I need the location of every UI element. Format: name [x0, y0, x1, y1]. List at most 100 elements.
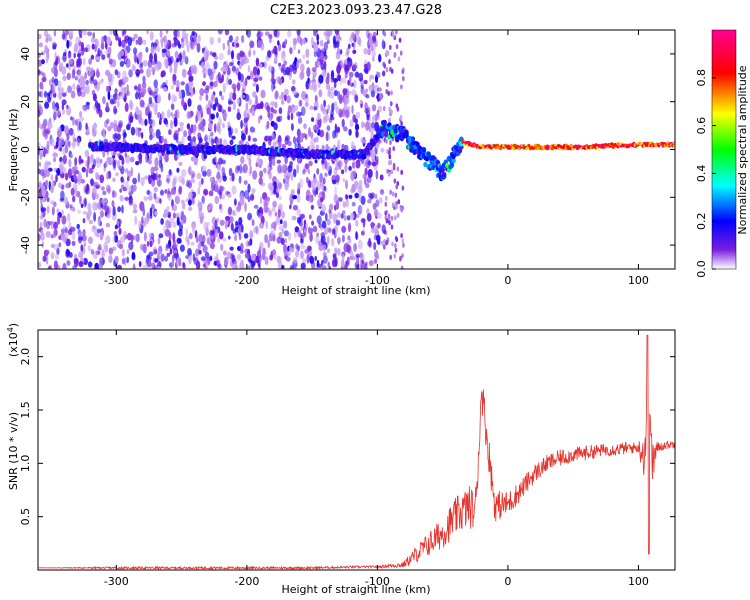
heatmap-cell — [309, 232, 313, 242]
heatmap-cell — [70, 153, 73, 159]
heatmap-cell — [61, 215, 67, 225]
heatmap-cell — [188, 75, 194, 82]
heatmap-cell — [264, 234, 268, 244]
heatmap-cell — [126, 256, 130, 264]
heatmap-cell — [218, 117, 222, 126]
heatmap-cell — [279, 257, 282, 265]
heatmap-cell — [52, 100, 56, 110]
heatmap-cell — [390, 109, 393, 115]
heatmap-cell — [149, 127, 154, 133]
heatmap-cell — [352, 114, 357, 123]
heatmap-cell — [400, 265, 404, 269]
heatmap-cell — [128, 69, 133, 78]
heatmap-cell — [244, 190, 250, 200]
heatmap-cell — [317, 60, 321, 68]
heatmap-cell — [297, 116, 303, 124]
heatmap-cell — [247, 135, 251, 142]
heatmap-cell — [97, 218, 101, 226]
heatmap-cell — [270, 230, 275, 237]
heatmap-cell — [141, 216, 144, 224]
heatmap-cell — [168, 194, 172, 201]
heatmap-cell — [191, 31, 196, 36]
heatmap-cell — [290, 112, 294, 121]
heatmap-cell — [101, 249, 105, 259]
heatmap-cell — [365, 94, 370, 99]
heatmap-cell — [337, 236, 341, 245]
heatmap-cell — [400, 121, 403, 127]
heatmap-cell — [268, 182, 273, 191]
heatmap-cell — [440, 167, 445, 173]
heatmap-cell — [349, 35, 353, 43]
heatmap-cell — [310, 131, 314, 140]
heatmap-cell — [125, 58, 131, 69]
heatmap-cell — [329, 30, 333, 35]
heatmap-cell — [38, 233, 41, 242]
heatmap-cell — [283, 60, 288, 66]
heatmap-cell — [92, 201, 98, 211]
heatmap-cell — [351, 104, 354, 115]
heatmap-cell — [53, 93, 57, 98]
heatmap-cell — [121, 39, 125, 48]
heatmap-cell — [314, 255, 318, 262]
heatmap-cell — [394, 215, 397, 221]
heatmap-cell — [222, 82, 227, 93]
heatmap-cell — [278, 196, 282, 201]
heatmap-cell — [108, 254, 113, 264]
heatmap-cell — [126, 249, 130, 255]
colorbar-tick-label: 0.6 — [695, 117, 708, 135]
heatmap-cell — [219, 231, 224, 240]
heatmap-cell — [147, 159, 152, 165]
heatmap-cell — [78, 261, 84, 268]
heatmap-cell — [50, 174, 54, 181]
heatmap-cell — [41, 76, 47, 83]
heatmap-cell — [138, 220, 142, 230]
heatmap-cell — [258, 212, 263, 219]
heatmap-cell — [400, 207, 403, 212]
heatmap-cell — [306, 60, 310, 64]
heatmap-cell — [249, 230, 254, 240]
heatmap-cell — [321, 182, 324, 191]
heatmap-cell — [165, 30, 169, 35]
heatmap-cell — [169, 55, 174, 64]
heatmap-cell — [141, 88, 147, 95]
heatmap-cell — [163, 138, 168, 146]
heatmap-cell — [252, 137, 258, 142]
heatmap-cell — [199, 216, 204, 225]
heatmap-cell — [50, 138, 55, 147]
y-tick-label: 20 — [19, 95, 32, 109]
heatmap-cell — [248, 158, 252, 167]
heatmap-cell — [118, 155, 124, 161]
heatmap-cell — [150, 166, 155, 176]
heatmap-cell — [315, 136, 319, 143]
heatmap-cell — [297, 216, 302, 224]
heatmap-cell — [325, 30, 331, 38]
heatmap-cell — [229, 62, 234, 67]
heatmap-cell — [212, 103, 217, 111]
heatmap-cell — [247, 183, 251, 193]
heatmap-cell — [210, 113, 215, 120]
heatmap-cell — [210, 230, 215, 236]
heatmap-cell — [332, 253, 337, 260]
heatmap-cell — [45, 170, 50, 177]
chart-title: C2E3.2023.093.23.47.G28 — [270, 3, 442, 18]
heatmap-cell — [256, 103, 262, 110]
heatmap-cell — [135, 92, 139, 100]
heatmap-cell — [384, 210, 388, 216]
heatmap-cell — [94, 100, 99, 109]
heatmap-cell — [57, 80, 62, 88]
x-tick-label: -100 — [365, 575, 390, 588]
heatmap-cell — [289, 264, 295, 269]
heatmap-cell — [550, 147, 554, 151]
heatmap-cell — [98, 264, 104, 269]
heatmap-cell — [283, 220, 288, 229]
heatmap-cell — [275, 77, 279, 82]
heatmap-cell — [363, 79, 368, 85]
heatmap-cell — [173, 68, 177, 74]
heatmap-cell — [365, 150, 370, 156]
heatmap-cell — [115, 172, 119, 177]
heatmap-cell — [53, 111, 57, 121]
heatmap-cell — [321, 204, 327, 213]
heatmap-cell — [251, 188, 256, 194]
heatmap-cell — [224, 256, 229, 266]
heatmap-cell — [236, 98, 240, 104]
